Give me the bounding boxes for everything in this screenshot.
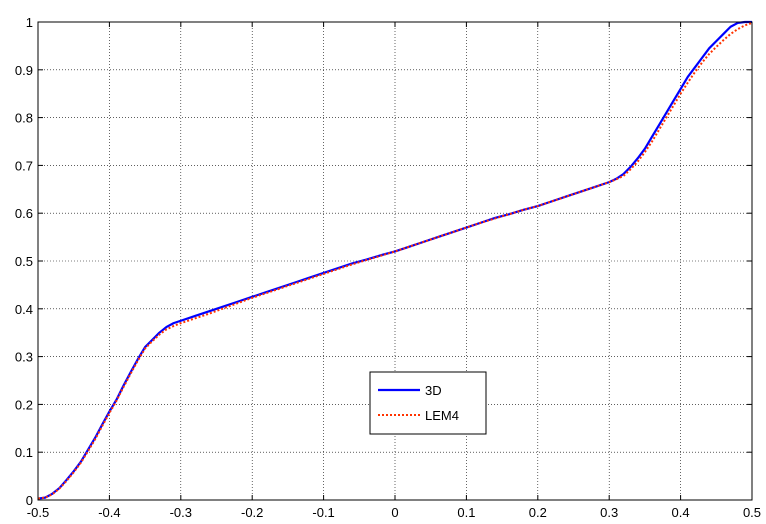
legend: 3D LEM4 xyxy=(369,371,487,435)
y-tick-label: 0.1 xyxy=(15,445,33,460)
x-tick-label: 0.1 xyxy=(457,505,475,520)
x-tick-label: 0.3 xyxy=(600,505,618,520)
series-line-lem4 xyxy=(37,22,753,500)
x-tick-label: -0.1 xyxy=(312,505,334,520)
y-tick-label: 0.4 xyxy=(15,302,33,317)
y-tick-label: 0.6 xyxy=(15,206,33,221)
y-tick-label: 0.5 xyxy=(15,254,33,269)
y-tick-label: 0 xyxy=(26,493,33,508)
axis-ticks: -0.5 -0.4 -0.3 -0.2 -0.1 0 0.1 0.2 0.3 0.4 0.5 0 0.1… xyxy=(15,15,761,520)
y-tick-label: 0.9 xyxy=(15,63,33,78)
x-tick-label: -0.4 xyxy=(98,505,120,520)
x-tick-label: -0.3 xyxy=(170,505,192,520)
legend-label-3d: 3D xyxy=(425,383,442,398)
x-tick-label: -0.5 xyxy=(27,505,49,520)
x-tick-label: 0 xyxy=(391,505,398,520)
legend-label-lem4: LEM4 xyxy=(425,408,459,423)
legend-box xyxy=(369,371,487,435)
y-tick-label: 0.2 xyxy=(15,397,33,412)
y-tick-label: 0.7 xyxy=(15,158,33,173)
x-tick-label: 0.4 xyxy=(672,505,690,520)
x-tick-label: 0.2 xyxy=(529,505,547,520)
data-series xyxy=(37,20,753,500)
x-tick-label: -0.2 xyxy=(241,505,263,520)
y-tick-label: 1 xyxy=(26,15,33,30)
x-tick-label: 0.5 xyxy=(743,505,761,520)
y-tick-label: 0.3 xyxy=(15,350,33,365)
y-tick-label: 0.8 xyxy=(15,111,33,126)
